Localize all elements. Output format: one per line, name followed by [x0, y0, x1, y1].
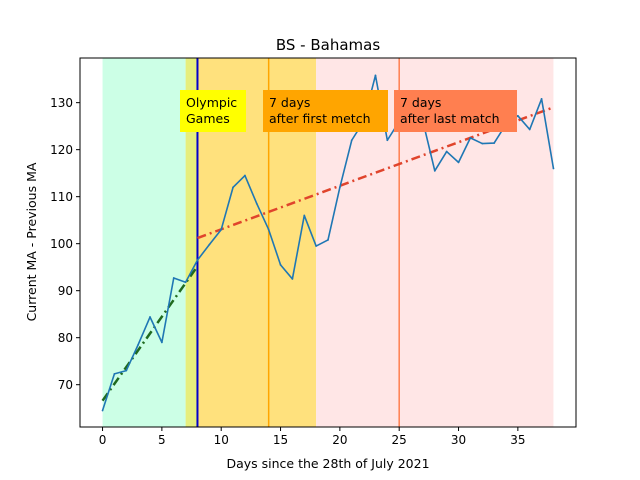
- y-tick-label: 130: [50, 96, 73, 110]
- data-point: [327, 239, 329, 241]
- annotation-text-2: after last match: [400, 111, 500, 126]
- data-point: [445, 150, 448, 153]
- data-point: [267, 228, 270, 231]
- data-point: [184, 281, 187, 284]
- y-tick-label: 90: [58, 284, 73, 298]
- annotation-text-0: Games: [186, 111, 230, 126]
- data-point: [160, 341, 163, 344]
- data-point: [516, 114, 519, 117]
- annotation-text-1: 7 days: [269, 95, 310, 110]
- data-point: [552, 167, 555, 170]
- shaded-region-1: [185, 58, 198, 427]
- annotation-text-0: Olympic: [186, 95, 237, 110]
- y-tick-label: 110: [50, 190, 73, 204]
- plot-frame: [79, 57, 577, 428]
- x-tick-label: 0: [99, 433, 107, 447]
- data-point: [101, 409, 104, 412]
- x-axis-ticks: 0 5 10 15 20 25 30 35: [99, 427, 525, 447]
- data-point: [125, 369, 128, 372]
- data-point: [338, 186, 341, 189]
- data-point: [244, 174, 246, 177]
- data-point: [433, 169, 436, 172]
- annotation-box-1: [263, 90, 388, 132]
- annotation-box-0: [180, 90, 246, 132]
- data-point: [220, 228, 223, 231]
- data-point: [279, 263, 282, 266]
- data-point: [386, 139, 389, 142]
- y-tick-label: 120: [50, 143, 73, 157]
- y-axis-label: Current MA - Previous MA: [24, 162, 39, 321]
- x-tick-label: 5: [158, 433, 166, 447]
- y-tick-label: 100: [50, 237, 73, 251]
- data-point: [528, 128, 531, 131]
- data-point: [113, 372, 116, 375]
- data-point: [172, 277, 175, 279]
- annotation-text-1: after first metch: [269, 111, 371, 126]
- data-point: [208, 243, 211, 246]
- data-point: [350, 139, 353, 142]
- annotation-text-2: 7 days: [400, 95, 441, 110]
- y-tick-label: 80: [58, 331, 73, 345]
- data-point: [303, 214, 306, 217]
- data-point: [315, 245, 318, 247]
- x-tick-label: 25: [392, 433, 407, 447]
- data-point: [232, 186, 234, 189]
- x-tick-label: 15: [273, 433, 288, 447]
- chart-title: BS - Bahamas: [276, 36, 380, 54]
- trend-line-1: [197, 106, 554, 240]
- data-point: [255, 202, 258, 205]
- data-point: [540, 97, 543, 100]
- x-axis-label: Days since the 28th of July 2021: [226, 456, 429, 471]
- y-tick-label: 70: [58, 378, 73, 392]
- y-axis-ticks: 70 80 90 100 110 120 130: [50, 96, 80, 392]
- trend-line-0: [101, 265, 199, 402]
- data-point: [457, 161, 460, 164]
- data-point: [481, 142, 484, 145]
- x-tick-label: 35: [510, 433, 525, 447]
- x-tick-label: 10: [214, 433, 229, 447]
- data-point: [137, 343, 140, 346]
- annotation-box-2: [394, 90, 517, 132]
- shaded-region-0: [102, 58, 186, 427]
- data-point: [374, 74, 377, 77]
- data-point: [149, 316, 151, 318]
- data-point: [469, 137, 472, 139]
- data-point: [493, 142, 496, 144]
- trend-lines: [101, 106, 554, 402]
- x-tick-label: 30: [451, 433, 466, 447]
- data-point: [291, 278, 294, 280]
- x-tick-label: 20: [332, 433, 347, 447]
- data-point: [196, 259, 199, 262]
